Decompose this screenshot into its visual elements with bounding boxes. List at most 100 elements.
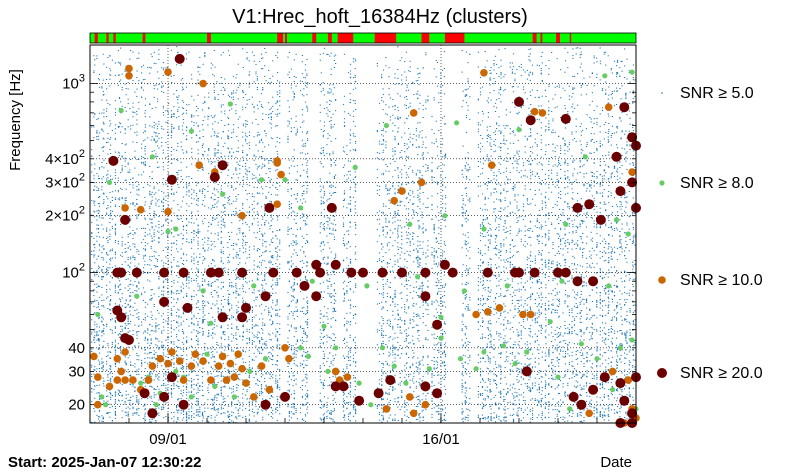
snr5-point [255, 405, 257, 407]
snr5-point [262, 113, 264, 115]
snr5-point [93, 408, 95, 409]
snr5-point [106, 360, 108, 362]
snr5-point [213, 356, 215, 357]
snr5-point [204, 249, 206, 251]
snr5-point [269, 260, 271, 262]
snr5-point [171, 310, 173, 311]
snr5-point [232, 124, 235, 126]
snr5-point [229, 96, 231, 98]
snr5-point [155, 225, 157, 227]
snr5-point [239, 227, 241, 229]
snr5-point [144, 306, 146, 308]
snr5-point [214, 161, 216, 163]
snr5-point [257, 248, 259, 249]
snr5-point [177, 381, 179, 383]
snr5-point [227, 271, 229, 273]
snr5-point [153, 51, 155, 53]
snr5-point [262, 329, 264, 331]
snr5-point [260, 346, 263, 348]
snr5-point [132, 306, 134, 308]
snr5-point [207, 407, 209, 409]
snr5-point [237, 329, 239, 330]
snr5-point [124, 202, 126, 204]
snr5-point [290, 127, 292, 129]
snr5-point [144, 104, 146, 106]
snr5-point [114, 251, 116, 253]
snr5-point [276, 278, 278, 280]
snr5-point [158, 53, 160, 55]
snr5-point [120, 101, 122, 103]
snr5-point [167, 278, 169, 280]
snr5-point [180, 248, 182, 250]
snr5-point [161, 126, 163, 128]
snr5-point [269, 171, 271, 173]
snr5-point [173, 192, 175, 194]
snr5-point [248, 361, 251, 363]
snr5-point [214, 361, 216, 363]
snr5-point [288, 313, 290, 315]
snr5-point [91, 268, 93, 269]
snr5-point [191, 217, 193, 219]
snr5-point [171, 231, 173, 233]
snr5-point [114, 151, 116, 153]
snr5-point [121, 263, 123, 265]
snr5-point [182, 385, 185, 387]
snr5-point [210, 373, 212, 375]
snr5-point [96, 339, 98, 341]
snr5-point [98, 112, 101, 114]
snr5-point [155, 408, 157, 409]
snr5-point [186, 238, 188, 240]
snr5-point [149, 371, 151, 373]
snr5-point [259, 347, 261, 349]
snr5-point [235, 169, 237, 171]
snr5-point [129, 355, 131, 357]
snr5-point [173, 305, 175, 307]
snr5-point [110, 351, 112, 353]
snr5-point [185, 126, 188, 128]
snr5-point [269, 319, 271, 321]
snr5-point [147, 315, 149, 317]
snr5-point [106, 116, 108, 117]
snr5-point [239, 262, 241, 264]
snr5-point [101, 178, 103, 180]
snr5-point [251, 408, 253, 410]
snr5-point [246, 274, 248, 275]
snr5-point [176, 293, 178, 295]
snr5-point [301, 81, 303, 82]
snr5-point [136, 193, 138, 195]
snr5-point [134, 302, 136, 304]
snr5-point [216, 303, 218, 305]
snr5-point [257, 274, 259, 276]
snr5-point [220, 395, 222, 397]
snr5-point [107, 273, 109, 275]
snr5-point [304, 333, 307, 335]
snr5-point [142, 300, 145, 301]
snr5-point [197, 420, 199, 422]
snr5-point [287, 261, 289, 263]
snr5-point [212, 192, 214, 194]
snr5-point [153, 417, 155, 419]
snr5-point [153, 255, 155, 257]
snr5-point [185, 394, 188, 396]
snr5-point [127, 247, 129, 249]
snr5-point [304, 101, 307, 103]
snr5-point [141, 96, 143, 98]
snr5-point [129, 402, 131, 404]
snr5-point [306, 381, 308, 383]
snr5-point [275, 208, 277, 210]
snr5-point [214, 348, 216, 350]
snr5-point [236, 161, 238, 163]
snr5-point [296, 316, 298, 317]
snr5-point [208, 116, 210, 118]
snr5-point [129, 226, 131, 228]
snr5-point [193, 115, 195, 117]
snr5-point [109, 263, 111, 265]
snr5-point [295, 347, 297, 349]
snr5-point [248, 349, 250, 351]
snr5-point [102, 150, 104, 152]
snr5-point [212, 351, 214, 353]
snr5-point [173, 212, 175, 214]
snr5-point [293, 311, 295, 313]
snr5-point [210, 366, 212, 368]
snr5-point [124, 160, 126, 162]
